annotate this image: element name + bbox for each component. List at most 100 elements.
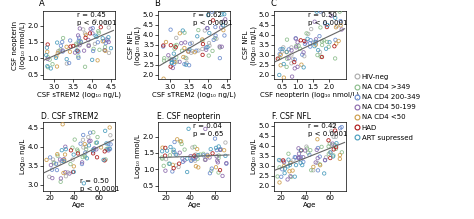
Point — [193, 147, 201, 151]
Point — [181, 148, 188, 151]
Point — [167, 145, 174, 149]
Point — [313, 148, 320, 152]
Point — [53, 168, 61, 172]
Point — [324, 23, 331, 27]
Point — [281, 167, 289, 170]
Point — [323, 40, 331, 44]
Point — [338, 125, 346, 129]
Point — [222, 162, 230, 165]
Point — [296, 47, 304, 51]
Point — [320, 172, 328, 175]
Point — [58, 148, 65, 152]
Point — [77, 40, 85, 44]
Point — [166, 154, 173, 157]
Point — [78, 161, 86, 164]
Y-axis label: CSF neopterin
(log₁₀ nmol/L): CSF neopterin (log₁₀ nmol/L) — [12, 21, 26, 70]
Point — [220, 12, 228, 16]
Point — [56, 49, 64, 53]
Point — [70, 170, 78, 173]
Point — [170, 148, 177, 152]
Point — [53, 55, 60, 58]
Point — [66, 39, 74, 42]
Point — [80, 182, 88, 185]
Point — [302, 41, 310, 44]
Point — [336, 153, 344, 157]
Point — [73, 49, 81, 52]
Point — [182, 41, 189, 44]
Point — [300, 160, 307, 164]
Point — [179, 157, 186, 160]
Point — [92, 34, 100, 37]
Point — [85, 44, 92, 48]
Point — [80, 49, 88, 52]
Point — [78, 162, 86, 166]
Point — [167, 43, 174, 47]
Point — [58, 40, 66, 44]
Point — [47, 67, 55, 70]
Point — [170, 62, 178, 65]
Point — [81, 32, 89, 35]
Point — [162, 146, 169, 150]
Point — [291, 58, 299, 61]
Point — [295, 152, 303, 155]
Point — [46, 156, 54, 159]
Point — [105, 51, 113, 55]
Point — [280, 164, 288, 168]
Text: r = 0.04
p = 0.65: r = 0.04 p = 0.65 — [193, 123, 223, 137]
Point — [201, 158, 209, 162]
Point — [104, 39, 111, 42]
Point — [286, 163, 294, 167]
Point — [62, 145, 69, 148]
Point — [49, 158, 57, 161]
Text: B: B — [155, 0, 161, 8]
Point — [312, 40, 319, 43]
Point — [85, 44, 92, 47]
Point — [213, 37, 220, 41]
Point — [215, 171, 222, 174]
Point — [316, 162, 324, 166]
Point — [292, 46, 300, 49]
Point — [92, 148, 100, 151]
Point — [106, 126, 113, 129]
Point — [69, 158, 76, 161]
Point — [50, 161, 58, 165]
Point — [101, 159, 109, 162]
Point — [307, 39, 314, 42]
Point — [280, 76, 288, 79]
Point — [180, 55, 187, 59]
Point — [89, 49, 97, 53]
Point — [283, 65, 291, 69]
Point — [325, 139, 332, 142]
Point — [326, 142, 334, 145]
Point — [63, 62, 71, 65]
Point — [300, 66, 308, 69]
Point — [219, 28, 227, 32]
Text: r = 0.50
p < 0.0001: r = 0.50 p < 0.0001 — [309, 12, 348, 26]
Point — [303, 147, 311, 150]
Point — [294, 41, 301, 44]
Point — [100, 39, 108, 43]
Point — [332, 25, 340, 29]
Point — [219, 13, 226, 16]
Point — [274, 175, 282, 178]
Point — [280, 161, 288, 164]
Point — [103, 142, 110, 145]
Point — [307, 148, 314, 152]
Point — [104, 148, 111, 151]
Point — [303, 32, 310, 35]
Point — [299, 53, 306, 57]
Point — [183, 61, 191, 65]
Point — [280, 46, 287, 49]
X-axis label: Age: Age — [188, 202, 201, 208]
Point — [187, 51, 195, 55]
Point — [329, 155, 337, 158]
Point — [161, 57, 168, 60]
Point — [61, 159, 68, 162]
Point — [166, 57, 173, 60]
Point — [209, 19, 217, 22]
Point — [194, 166, 202, 169]
Point — [46, 58, 54, 62]
Point — [176, 32, 183, 35]
Point — [284, 178, 292, 181]
Point — [52, 162, 60, 166]
